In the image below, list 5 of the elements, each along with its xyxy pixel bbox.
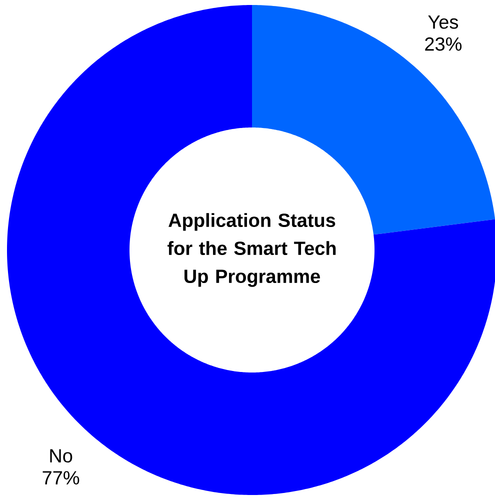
data-label: 23% [425, 37, 462, 51]
slice-label: No [50, 449, 72, 463]
text: Application Status for the Smart Tech Up Programme [168, 213, 336, 287]
data-label: 77% [42, 471, 80, 484]
slice-label: Yes [428, 16, 458, 29]
